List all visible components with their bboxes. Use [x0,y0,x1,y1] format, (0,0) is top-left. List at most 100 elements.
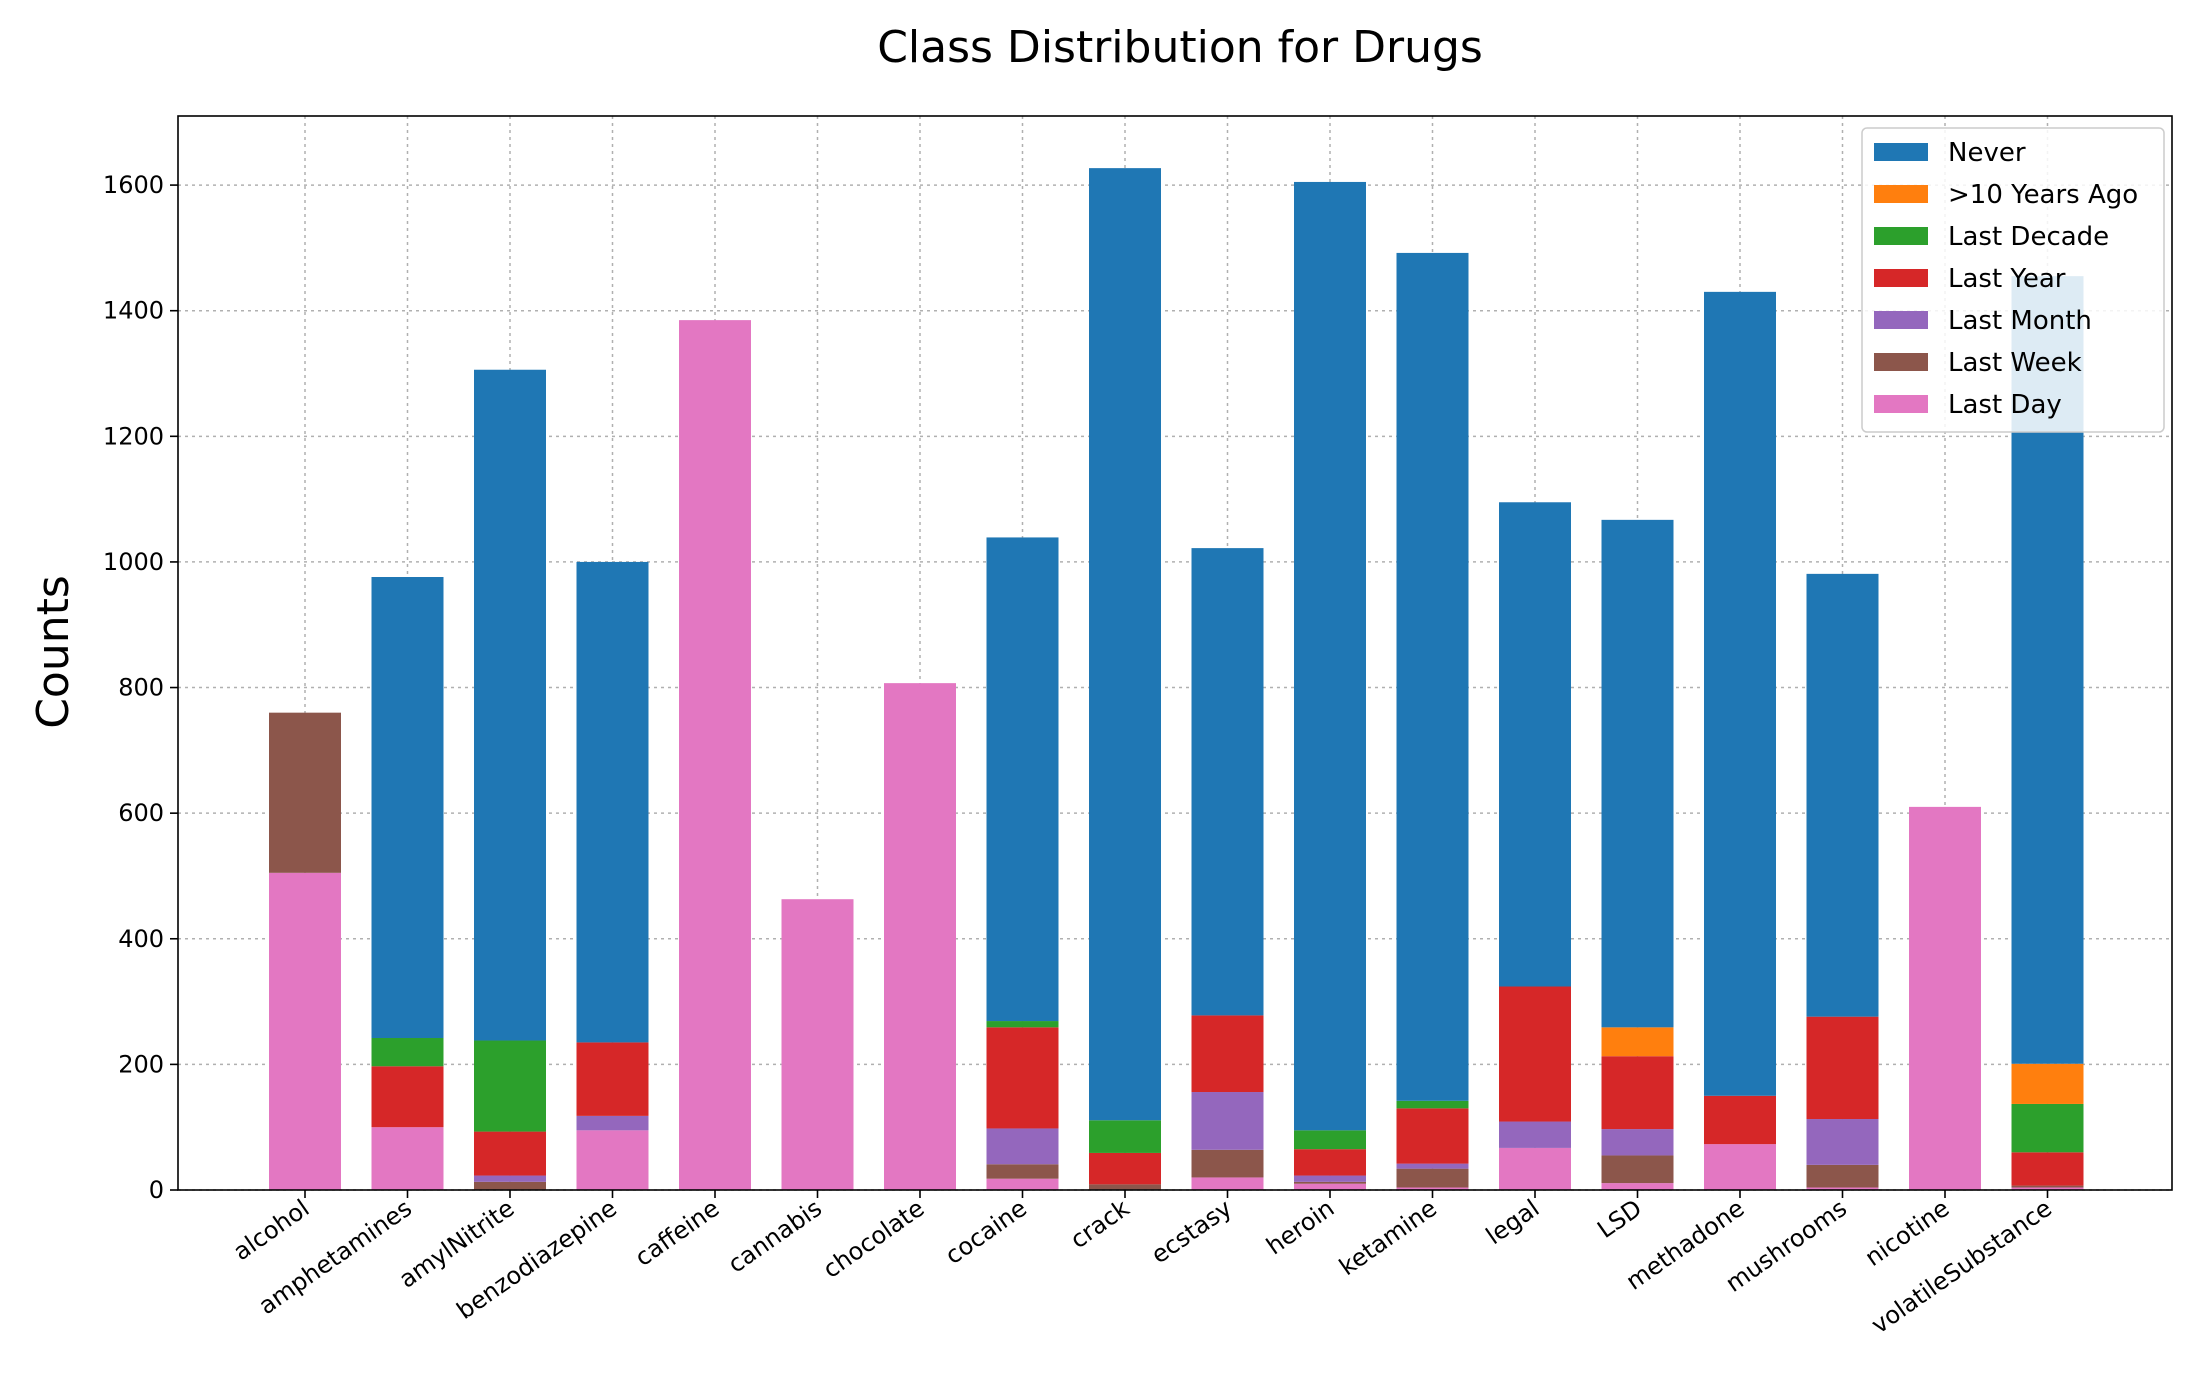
y-tick-label: 600 [118,799,164,827]
y-tick-label: 1400 [103,297,164,325]
bar-heroin-last-week [1294,1181,1366,1184]
legend-swatch-last-decade [1874,227,1928,245]
legend-swatch-last-year [1874,269,1928,287]
bar-chocolate-last-day [884,683,956,1190]
bar-lsd-last-day [1601,1183,1674,1190]
bar-volatilesubstance-last-year [2011,1152,2084,1186]
bar-cocaine-never [986,537,1059,1022]
legend-label-last-day: Last Day [1948,390,2062,420]
x-tick-label: legal [1481,1194,1545,1250]
bar-mushrooms-last-year [1806,1016,1879,1120]
bar-cannabis-last-day [781,899,854,1190]
x-tick-label: cannabis [723,1194,827,1279]
bar-ketamine-never [1396,252,1469,1101]
bar-cocaine-last-decade [986,1021,1059,1028]
bar-benzodiazepine-never [576,561,649,1043]
y-axis: 0 200 400 600 800 1000 1200 1400 1600 [103,171,178,1204]
bar-amphetamines-last-year [371,1066,444,1128]
bar-ketamine-last-week [1396,1168,1469,1188]
bar-ecstasy-last-week [1191,1149,1264,1178]
bar-nicotine-last-day [1909,806,1981,1190]
bar-heroin-last-day [1294,1183,1366,1190]
bar-ecstasy-last-day [1191,1177,1264,1190]
x-tick-label: heroin [1261,1194,1339,1260]
bar-amylnitrite-last-decade [474,1040,546,1132]
bar-cocaine-last-month [986,1128,1059,1165]
bar-legal-last-month [1499,1121,1571,1148]
bar-heroin-last-year [1294,1149,1366,1176]
bar-lsd-last-week [1601,1155,1674,1184]
bar-cocaine-last-year [986,1027,1059,1129]
bar-ketamine-last-year [1396,1108,1469,1164]
x-tick-label: caffeine [630,1194,725,1272]
bar-amylnitrite-never [474,369,546,1041]
x-axis: alcoholamphetaminesamylNitritebenzodiaze… [228,1190,2057,1339]
legend-label-last-month: Last Month [1948,306,2092,336]
y-tick-label: 400 [118,925,164,953]
bar-methadone-last-day [1704,1144,1776,1190]
y-axis-label: Counts [28,575,79,729]
bar-mushrooms-last-day [1806,1187,1879,1190]
y-tick-label: 1600 [103,171,164,199]
plot-frame [177,115,2173,1191]
bar-amphetamines-last-day [371,1127,444,1190]
bar-caffeine-last-day [679,320,751,1190]
bar-legal-last-day [1499,1147,1571,1190]
x-tick-label: chocolate [818,1194,930,1284]
bar-ecstasy-last-month [1191,1092,1264,1150]
legend-swatch-10-years-ago [1874,185,1928,203]
bar-crack-last-week [1089,1184,1161,1190]
bar-volatilesubstance-last-decade [2011,1103,2084,1153]
bar-lsd-never [1601,519,1674,1028]
bar-ecstasy-never [1191,548,1264,1016]
bar-crack-last-decade [1089,1120,1161,1153]
legend-swatch-last-month [1874,311,1928,329]
bar-mushrooms-last-month [1806,1119,1879,1165]
legend-label-never: Never [1948,138,2026,168]
bar-amphetamines-never [371,577,444,1039]
bar-cocaine-last-week [986,1164,1059,1179]
x-tick-label: crack [1065,1194,1134,1254]
bar-alcohol-last-day [269,872,341,1190]
x-tick-label: volatileSubstance [1866,1194,2057,1339]
bar-amylnitrite-last-week [474,1181,546,1190]
bar-legal-never [1499,502,1571,987]
bar-legal-last-year [1499,986,1571,1122]
legend-swatch-never [1874,143,1928,161]
bar-volatilesubstance-10-years-ago [2011,1063,2084,1104]
bar-lsd-10-years-ago [1601,1027,1674,1057]
bar-ketamine-last-decade [1396,1100,1469,1109]
y-tick-label: 200 [118,1050,164,1078]
bar-methadone-never [1704,291,1776,1096]
bar-mushrooms-never [1806,573,1879,1017]
bar-crack-last-year [1089,1152,1161,1185]
bar-lsd-last-year [1601,1056,1674,1130]
bar-cocaine-last-day [986,1178,1059,1190]
x-tick-label: cocaine [940,1194,1032,1270]
bars [269,168,2084,1190]
y-tick-label: 1000 [103,548,164,576]
x-tick-label: ecstasy [1146,1194,1237,1269]
y-tick-label: 0 [149,1176,164,1204]
bar-mushrooms-last-week [1806,1164,1879,1188]
legend-box [1861,127,2165,433]
legend: Never >10 Years Ago Last Decade Last Year La… [1861,127,2165,433]
bar-volatilesubstance-last-week [2011,1185,2084,1188]
bar-amphetamines-last-decade [371,1038,444,1067]
bar-benzodiazepine-last-month [576,1115,649,1131]
bar-ketamine-last-month [1396,1163,1469,1169]
y-tick-label: 1200 [103,422,164,450]
y-tick-label: 800 [118,674,164,702]
bar-ecstasy-last-year [1191,1015,1264,1093]
bar-heroin-last-decade [1294,1130,1366,1150]
bar-ketamine-last-day [1396,1187,1469,1190]
bar-alcohol-last-week [269,712,341,873]
bar-methadone-last-year [1704,1095,1776,1145]
bar-lsd-last-month [1601,1129,1674,1156]
legend-swatch-last-week [1874,353,1928,371]
bar-heroin-never [1294,181,1366,1131]
legend-swatch-last-day [1874,395,1928,413]
x-tick-label: nicotine [1860,1194,1955,1272]
x-tick-label: ketamine [1334,1194,1442,1281]
